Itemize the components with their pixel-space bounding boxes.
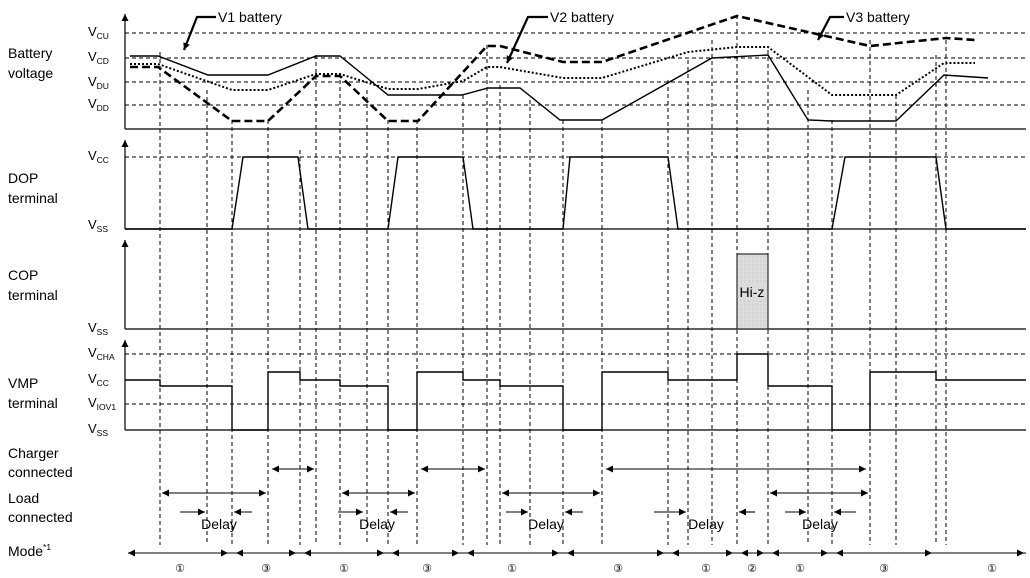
load-connected-label-line1: Load [8,490,39,506]
mode-8: ② [747,563,757,575]
vmp-terminal-label-line1: VMP [8,375,38,391]
mode-label-text: Mode [8,543,43,559]
charger-connected-label-line2: connected [8,464,73,480]
v1-battery-label: V1 battery [218,9,282,25]
delay-label-2: Delay [359,516,395,532]
viov1-label: VIOV1 [88,395,116,412]
dop-terminal-label-line2: terminal [8,190,58,206]
battery-waveforms [130,14,989,123]
dop-terminal-label-line1: DOP [8,170,38,186]
cop-terminal-label-line2: terminal [8,287,58,303]
delay-label-1: Delay [201,516,237,532]
battery-voltage-label-line1: Battery [8,45,52,61]
mode-9: ① [795,563,805,575]
charger-connected-label-line1: Charger [8,445,59,461]
delay-label-4: Delay [688,516,724,532]
vmp-waveform [125,353,1026,431]
cop-terminal-label-line1: COP [8,267,38,283]
dop-vcc-label: VCC [88,148,109,165]
cop-vss-label: VSS [88,320,108,337]
dop-waveform [125,156,1026,230]
mode-4: ③ [422,563,432,575]
mode-11: ① [987,563,997,575]
v3-battery-trace [130,14,976,123]
axes [121,14,1026,431]
hi-z-label-bg [739,284,766,300]
v2-battery-label: V2 battery [550,9,614,25]
battery-callouts: V1 battery V2 battery V3 battery [182,9,910,64]
mode-5: ① [507,563,517,575]
vcd-label: VCD [88,49,109,66]
hi-z-label: Hi-z [740,284,765,300]
v1-battery-trace [130,54,989,122]
load-connected-label-line2: connected [8,509,73,525]
vcha-label: VCHA [88,345,115,362]
battery-voltage-label-line2: voltage [8,65,53,81]
mode-1: ① [175,563,185,575]
v1-battery-arrow [182,15,216,51]
mode-2: ③ [261,563,271,575]
v3-battery-label: V3 battery [846,9,910,25]
vdd-label: VDD [88,96,109,113]
delay-markers: Delay Delay Delay Delay Delay [180,508,856,532]
mode-3: ① [339,563,349,575]
row-labels: Battery voltage DOP terminal COP termina… [8,45,73,559]
vdu-label: VDU [88,74,109,91]
vmp-terminal-label-line2: terminal [8,395,58,411]
vmp-vcc-label: VCC [88,371,109,388]
mode-10: ③ [879,563,889,575]
vmp-vss-label: VSS [88,421,108,438]
vcu-label: VCU [88,24,109,41]
mode-label: Mode*1 [8,542,51,559]
mode-row: ① ③ ① ③ ① ③ ① ② ① ③ ① [128,549,1026,575]
timing-lines [159,15,947,545]
delay-label-5: Delay [802,516,838,532]
mode-6: ③ [613,563,623,575]
v2-battery-trace [130,46,975,96]
mode-7: ① [701,563,711,575]
reference-levels [125,32,1026,405]
dop-vss-label: VSS [88,217,108,234]
cop-hi-z-block: Hi-z [736,253,769,330]
mode-footnote: *1 [43,542,51,552]
voltage-level-labels: VCU VCD VDU VDD VCC VSS VSS VCHA VCC VIO… [88,24,116,438]
delay-label-3: Delay [528,516,564,532]
v3-battery-arrow [817,15,844,41]
v2-battery-arrow [505,15,548,64]
